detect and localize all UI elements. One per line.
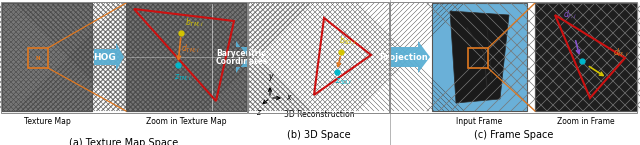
Text: y: y xyxy=(268,72,272,81)
Polygon shape xyxy=(236,41,248,73)
Text: Projection: Projection xyxy=(380,52,428,61)
Text: HOG: HOG xyxy=(93,52,116,61)
Text: $b_{3D,i}$: $b_{3D,i}$ xyxy=(339,35,357,47)
Text: N: N xyxy=(36,56,40,60)
Bar xyxy=(28,48,48,68)
Text: Zoom in Frame: Zoom in Frame xyxy=(557,117,615,126)
Text: 3D Reconstruction: 3D Reconstruction xyxy=(284,110,355,119)
Bar xyxy=(535,3,637,111)
Text: $d_{TM,i}$: $d_{TM,i}$ xyxy=(181,43,200,55)
Bar xyxy=(2,3,92,111)
Bar xyxy=(1,2,247,113)
Bar xyxy=(248,0,390,145)
Text: (c) Frame Space: (c) Frame Space xyxy=(474,130,554,140)
Bar xyxy=(535,3,637,111)
Text: Barycentric: Barycentric xyxy=(216,49,266,58)
Text: Texture Map: Texture Map xyxy=(24,117,70,126)
Bar xyxy=(432,3,527,111)
Text: Zoom in Texture Map: Zoom in Texture Map xyxy=(146,117,227,126)
Polygon shape xyxy=(94,43,124,71)
Bar xyxy=(126,3,246,111)
Text: $d_{M,i}$: $d_{M,i}$ xyxy=(613,47,628,59)
Polygon shape xyxy=(450,11,509,103)
Text: z: z xyxy=(256,108,260,117)
Text: $z_{TM,i}$: $z_{TM,i}$ xyxy=(174,73,192,83)
Bar xyxy=(248,2,389,113)
Text: Input Frame: Input Frame xyxy=(456,117,502,126)
Text: $z_{3D,i}$: $z_{3D,i}$ xyxy=(335,77,353,87)
Text: Coordinates: Coordinates xyxy=(215,58,268,67)
Bar xyxy=(390,2,637,113)
Text: (b) 3D Space: (b) 3D Space xyxy=(287,130,351,140)
Polygon shape xyxy=(390,41,430,73)
Text: (a) Texture Map Space: (a) Texture Map Space xyxy=(69,138,179,145)
Bar xyxy=(2,3,92,111)
Bar xyxy=(468,48,488,68)
Text: x: x xyxy=(286,94,291,103)
Text: $d_{F,i}$: $d_{F,i}$ xyxy=(563,9,577,21)
Text: $b_{TM,i}$: $b_{TM,i}$ xyxy=(185,17,204,29)
Bar xyxy=(126,3,246,111)
